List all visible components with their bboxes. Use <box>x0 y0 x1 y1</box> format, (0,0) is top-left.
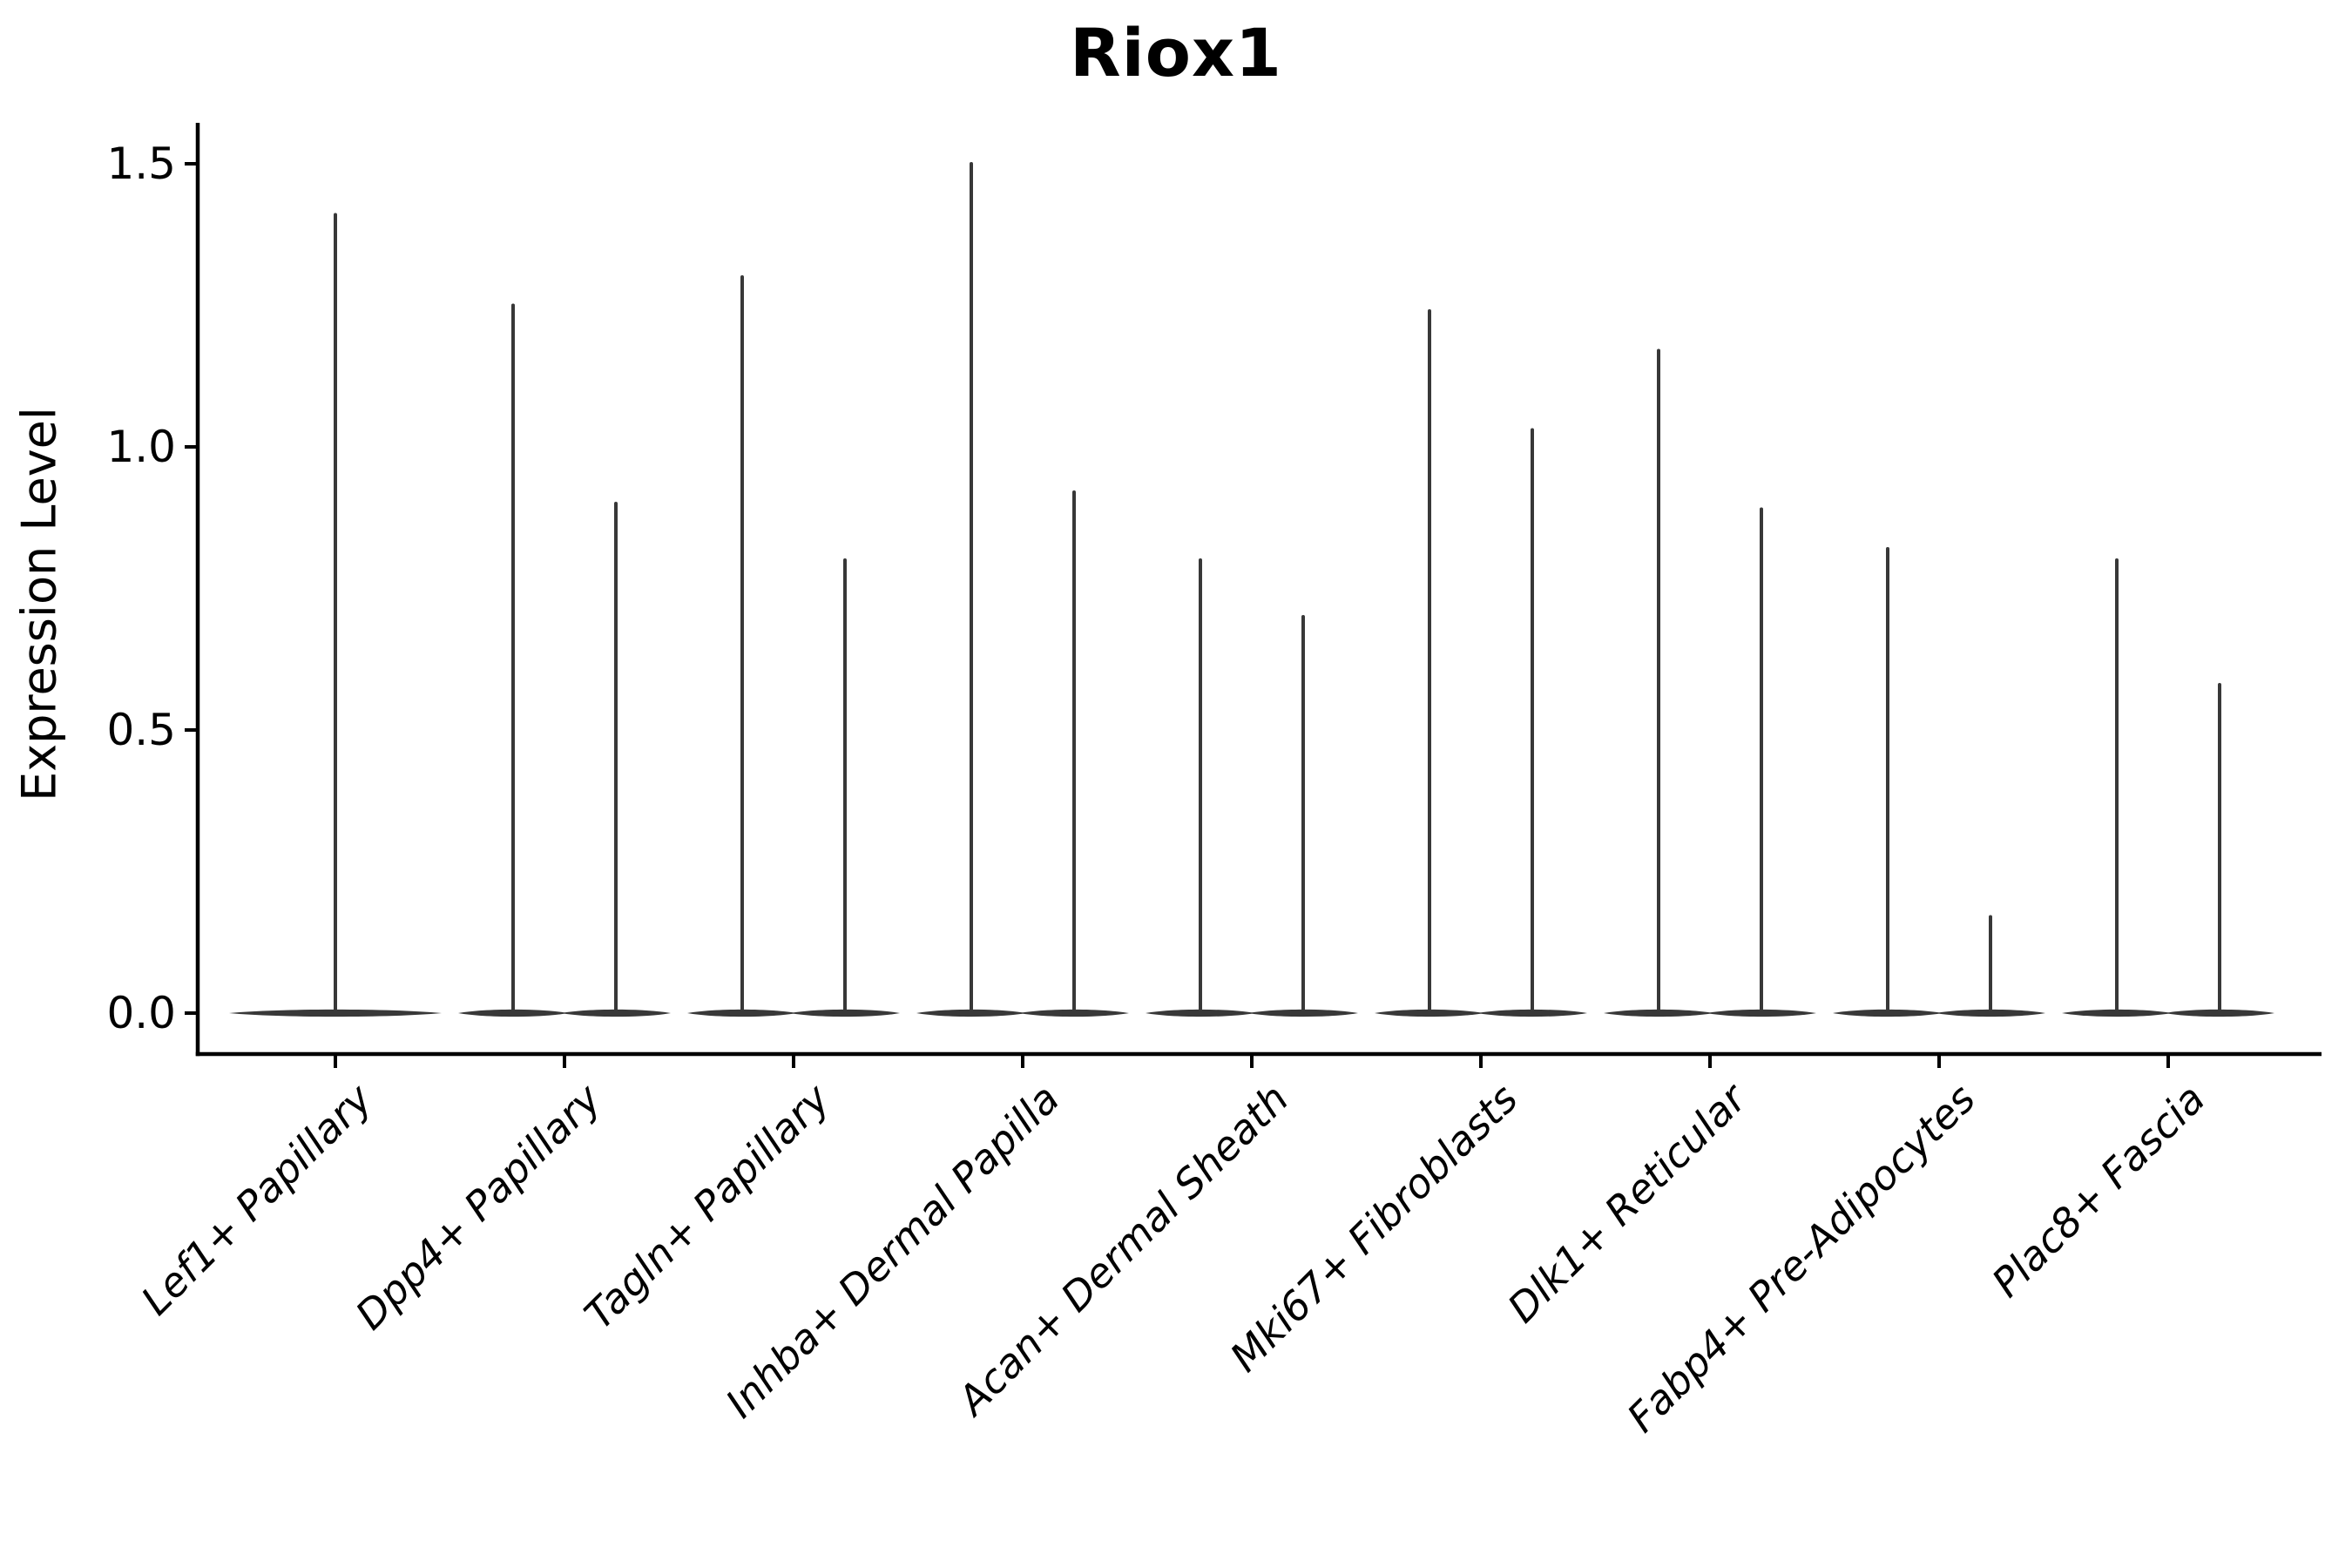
y-tick-label: 0.5 <box>106 705 176 755</box>
y-tick-label: 1.0 <box>106 422 176 472</box>
y-tick-label: 1.5 <box>106 139 176 189</box>
y-tick-label: 0.0 <box>106 988 176 1038</box>
chart-title: Riox1 <box>1070 14 1282 91</box>
